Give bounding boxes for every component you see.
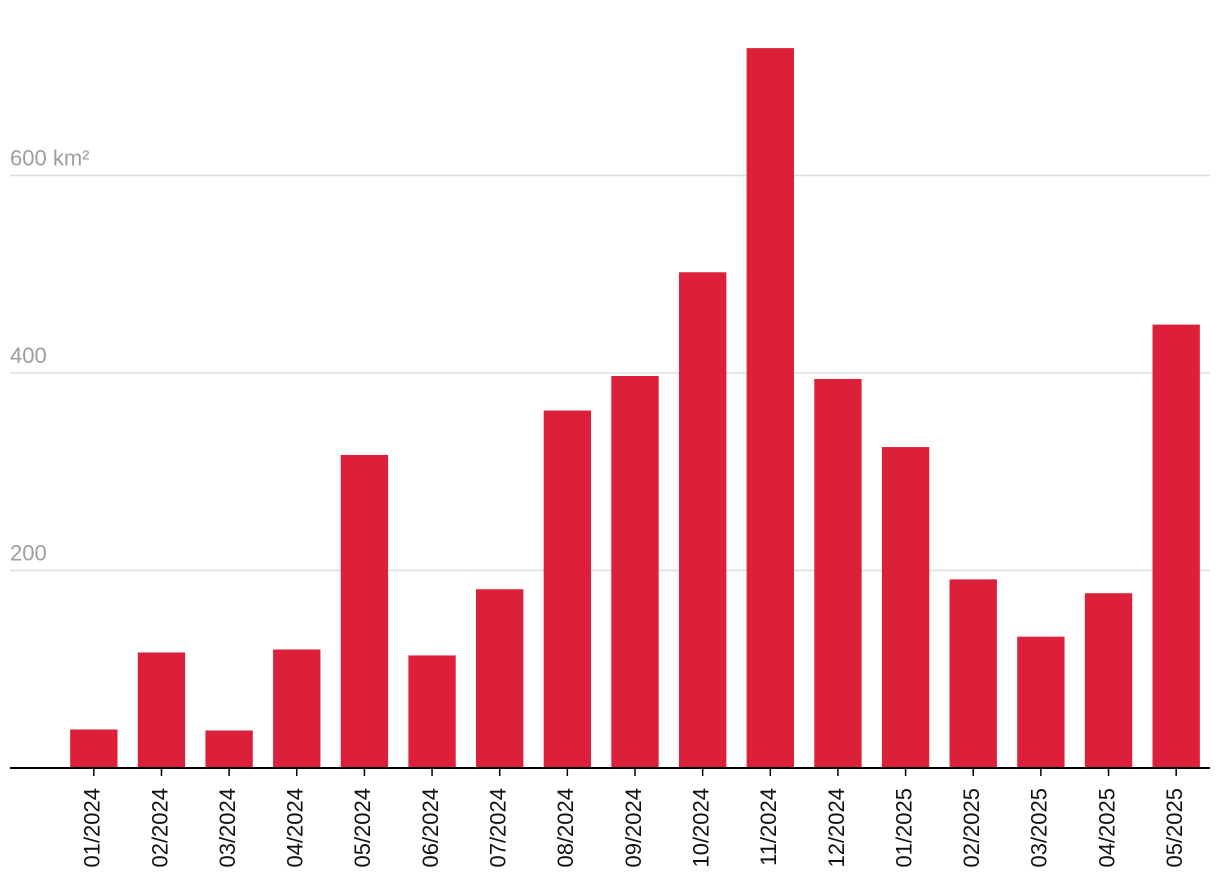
y-tick-label: 200 — [10, 541, 47, 566]
x-tick-label: 04/2024 — [283, 788, 308, 868]
x-tick-label: 02/2025 — [959, 788, 984, 868]
bar — [949, 579, 997, 768]
y-tick-label: 400 — [10, 343, 47, 368]
bar — [1084, 593, 1133, 768]
x-tick-label: 03/2024 — [215, 788, 240, 868]
x-tick-label: 10/2024 — [688, 788, 713, 868]
x-tick-label: 04/2025 — [1094, 788, 1119, 868]
bar — [678, 272, 727, 768]
bar — [814, 378, 862, 768]
x-tick-label: 06/2024 — [418, 788, 443, 868]
bar — [205, 730, 253, 768]
x-tick-label: 01/2025 — [891, 788, 916, 868]
bar — [881, 447, 930, 768]
bar — [543, 410, 592, 768]
x-tick-label: 11/2024 — [756, 788, 781, 866]
bar — [273, 649, 321, 768]
y-tick-label: 600 km² — [10, 146, 89, 171]
x-tick-label: 02/2024 — [147, 788, 172, 868]
x-tick-label: 12/2024 — [824, 788, 849, 868]
x-tick-label: 03/2025 — [1027, 788, 1052, 868]
x-tick-label: 08/2024 — [553, 788, 578, 868]
x-tick-label: 09/2024 — [621, 788, 646, 868]
bar — [340, 454, 389, 768]
bar — [611, 375, 659, 768]
x-tick-label: 01/2024 — [80, 788, 105, 868]
x-tick-label: 05/2024 — [350, 788, 375, 868]
bar — [70, 729, 118, 768]
bar — [137, 652, 186, 768]
bar — [408, 655, 456, 768]
bar — [1152, 324, 1200, 768]
bar — [476, 589, 524, 768]
x-tick-label: 07/2024 — [486, 788, 511, 868]
bar — [746, 48, 794, 769]
bar — [1017, 636, 1065, 768]
x-tick-label: 05/2025 — [1162, 788, 1187, 868]
